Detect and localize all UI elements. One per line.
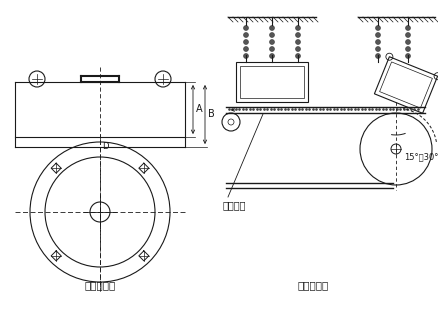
Text: D: D (102, 142, 108, 151)
Circle shape (374, 26, 380, 31)
Circle shape (295, 26, 300, 31)
Text: 15°～30°: 15°～30° (403, 153, 438, 162)
Text: A: A (195, 105, 202, 115)
Circle shape (374, 32, 380, 37)
Circle shape (374, 53, 380, 59)
Bar (236, 62, 307, 102)
Circle shape (295, 46, 300, 51)
Circle shape (243, 46, 248, 51)
Circle shape (405, 53, 410, 59)
Circle shape (243, 53, 248, 59)
Text: 外形尺寸图: 外形尺寸图 (84, 280, 115, 290)
Circle shape (374, 46, 380, 51)
Circle shape (243, 26, 248, 31)
Text: B: B (208, 110, 214, 119)
Circle shape (405, 46, 410, 51)
Circle shape (405, 40, 410, 45)
Text: 安装示意图: 安装示意图 (297, 280, 328, 290)
Circle shape (295, 53, 300, 59)
Circle shape (269, 40, 274, 45)
Circle shape (269, 32, 274, 37)
Circle shape (243, 32, 248, 37)
Circle shape (405, 26, 410, 31)
Circle shape (295, 40, 300, 45)
Circle shape (374, 40, 380, 45)
Circle shape (269, 26, 274, 31)
Text: 无磁托辊: 无磁托辊 (223, 200, 246, 210)
Bar (240, 66, 303, 98)
Circle shape (243, 40, 248, 45)
Circle shape (405, 32, 410, 37)
Circle shape (269, 46, 274, 51)
Circle shape (295, 32, 300, 37)
Circle shape (269, 53, 274, 59)
